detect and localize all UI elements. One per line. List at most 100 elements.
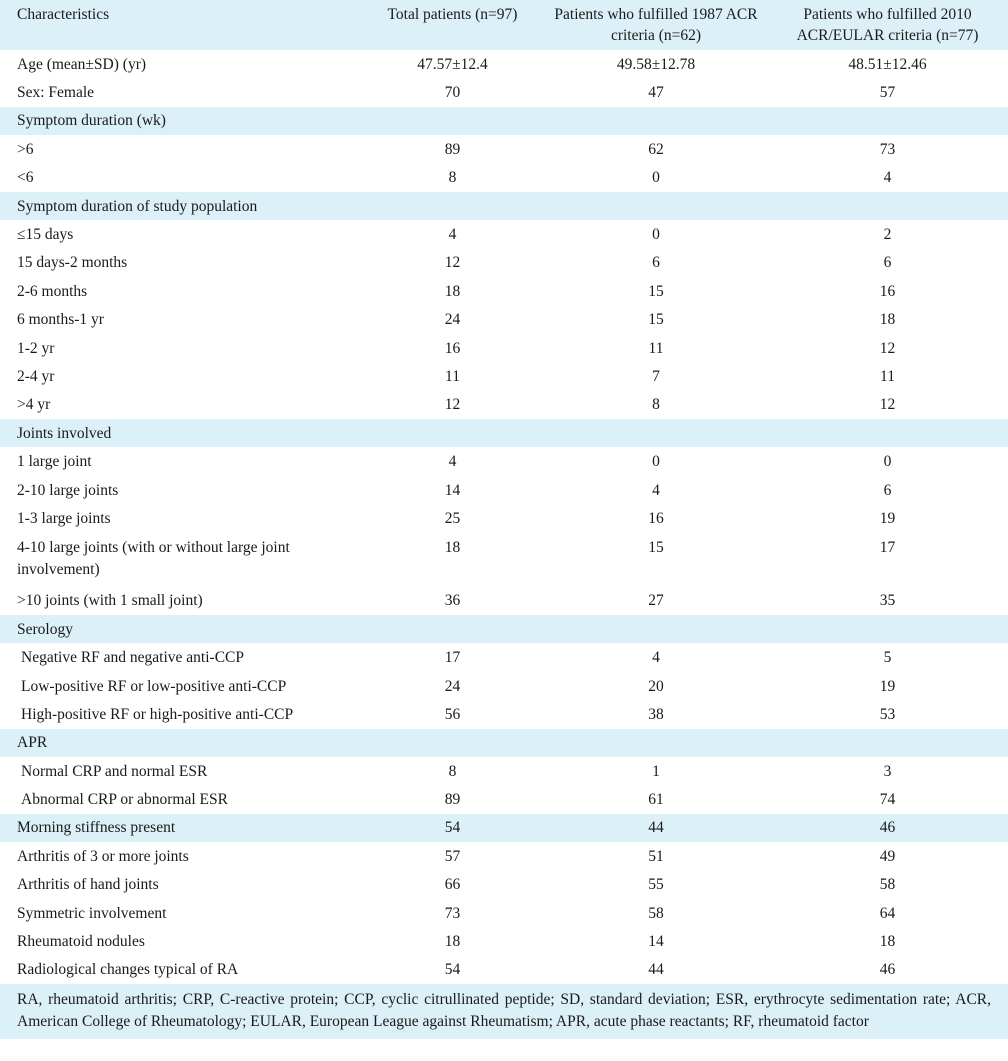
cell-total: 54 <box>444 961 461 979</box>
cell-acr2010: 19 <box>879 509 896 527</box>
table-row: Negative RF and negative anti-CCP 17 4 5 <box>0 643 1008 671</box>
row-label: High-positive RF or high-positive anti-C… <box>21 705 294 723</box>
header-characteristics: Characteristics <box>0 0 360 50</box>
cell-total: 54 <box>360 813 545 843</box>
cell-total: 4 <box>448 453 457 471</box>
cell-total: 73 <box>444 904 461 922</box>
row-label: Normal CRP and normal ESR <box>21 762 208 780</box>
cell-total: 36 <box>444 592 461 610</box>
section-row: Symptom duration of study population <box>0 191 1008 221</box>
cell-acr1987: 38 <box>648 705 664 723</box>
section-row: Serology <box>0 615 1008 644</box>
cell-acr2010: 18 <box>879 933 896 951</box>
cell-acr1987: 7 <box>652 367 660 385</box>
section-row: APR <box>0 728 1008 757</box>
cell-acr2010 <box>767 419 1008 448</box>
cell-acr2010: 12 <box>879 396 896 414</box>
table-row: Age (mean±SD) (yr) 47.57±12.4 49.58±12.78 4… <box>0 50 1008 78</box>
header-row: Characteristics Total patients (n=97) Pa… <box>0 0 1008 50</box>
row-label: Symmetric involvement <box>17 904 167 922</box>
row-label: ≤15 days <box>17 226 74 244</box>
table-row: 6 months-1 yr 24 15 18 <box>0 306 1008 334</box>
row-label: Rheumatoid nodules <box>17 933 145 951</box>
cell-acr2010: 35 <box>879 592 896 610</box>
table-row: Low-positive RF or low-positive anti-CCP… <box>0 672 1008 700</box>
cell-total <box>360 106 545 136</box>
cell-total: 17 <box>444 649 461 667</box>
cell-acr1987: 15 <box>648 311 664 329</box>
cell-acr2010: 49 <box>879 847 896 865</box>
cell-acr1987: 47 <box>648 84 664 102</box>
cell-total: 8 <box>448 762 457 780</box>
cell-acr1987: 0 <box>652 169 660 187</box>
cell-acr1987: 14 <box>648 933 664 951</box>
cell-total: 12 <box>444 396 461 414</box>
cell-total: 70 <box>444 84 461 102</box>
table-row: >4 yr 12 8 12 <box>0 391 1008 419</box>
table-row: Normal CRP and normal ESR 8 1 3 <box>0 757 1008 785</box>
cell-acr2010: 18 <box>879 311 896 329</box>
row-label: Arthritis of 3 or more joints <box>17 847 189 865</box>
row-label: 1-2 yr <box>17 339 55 357</box>
table-row: Arthritis of hand joints 66 55 58 <box>0 871 1008 899</box>
table-row: Morning stiffness present 54 44 46 <box>0 813 1008 843</box>
cell-acr2010: 17 <box>879 538 896 556</box>
row-label: Abnormal CRP or abnormal ESR <box>21 791 228 809</box>
row-label: 2-6 months <box>17 282 88 300</box>
row-label: 15 days-2 months <box>17 254 128 272</box>
table-row: Arthritis of 3 or more joints 57 51 49 <box>0 842 1008 870</box>
cell-total <box>360 728 545 757</box>
header-1987-acr: Patients who fulfilled 1987 ACR criteria… <box>545 0 767 50</box>
section-row: Joints involved <box>0 419 1008 448</box>
cell-acr1987: 62 <box>648 140 664 158</box>
cell-acr1987: 4 <box>652 481 660 499</box>
row-label: >4 yr <box>17 396 51 414</box>
cell-acr2010: 12 <box>879 339 896 357</box>
cell-total: 8 <box>448 169 457 187</box>
row-label: >10 joints (with 1 small joint) <box>17 592 203 610</box>
cell-acr2010: 5 <box>883 649 892 667</box>
cell-acr2010: 46 <box>767 813 1008 843</box>
cell-acr2010: 2 <box>883 226 892 244</box>
cell-acr2010: 46 <box>879 961 896 979</box>
cell-acr1987: 11 <box>648 339 664 357</box>
cell-acr1987: 6 <box>652 254 660 272</box>
cell-acr1987 <box>545 419 767 448</box>
cell-acr2010: 0 <box>883 453 892 471</box>
cell-acr2010: 6 <box>883 481 892 499</box>
row-label: 1-3 large joints <box>17 509 111 527</box>
cell-acr1987: 16 <box>648 509 664 527</box>
cell-acr2010: 53 <box>879 705 896 723</box>
row-label: 2-4 yr <box>17 367 55 385</box>
row-label: 2-10 large joints <box>17 481 119 499</box>
cell-total: 56 <box>444 705 461 723</box>
cell-acr2010 <box>767 615 1008 644</box>
cell-acr2010: 4 <box>883 169 892 187</box>
cell-acr1987: 44 <box>545 813 767 843</box>
cell-acr2010: 58 <box>879 876 896 894</box>
cell-total <box>360 191 545 221</box>
table-row: ≤15 days 4 0 2 <box>0 220 1008 248</box>
row-label: 6 months-1 yr <box>17 311 104 329</box>
cell-acr1987 <box>545 106 767 136</box>
cell-total: 47.57±12.4 <box>417 55 488 73</box>
cell-acr1987: 15 <box>648 538 664 556</box>
section-label: APR <box>0 728 360 757</box>
table-row: Abnormal CRP or abnormal ESR 89 61 74 <box>0 785 1008 813</box>
cell-total: 14 <box>444 481 461 499</box>
table-row: <6 8 0 4 <box>0 164 1008 192</box>
table-row: 2-10 large joints 14 4 6 <box>0 476 1008 504</box>
row-label: >6 <box>17 140 34 158</box>
section-label: Joints involved <box>0 419 360 448</box>
table-row: Sex: Female 70 47 57 <box>0 78 1008 106</box>
cell-total: 57 <box>444 847 461 865</box>
cell-acr1987 <box>545 191 767 221</box>
cell-total: 24 <box>444 677 461 695</box>
cell-total: 12 <box>444 254 461 272</box>
row-label: Arthritis of hand joints <box>17 876 159 894</box>
cell-acr2010: 11 <box>880 367 895 385</box>
row-label: Morning stiffness present <box>0 813 360 843</box>
cell-acr1987: 4 <box>652 649 660 667</box>
cell-acr2010: 73 <box>879 140 896 158</box>
cell-acr1987: 20 <box>648 677 664 695</box>
